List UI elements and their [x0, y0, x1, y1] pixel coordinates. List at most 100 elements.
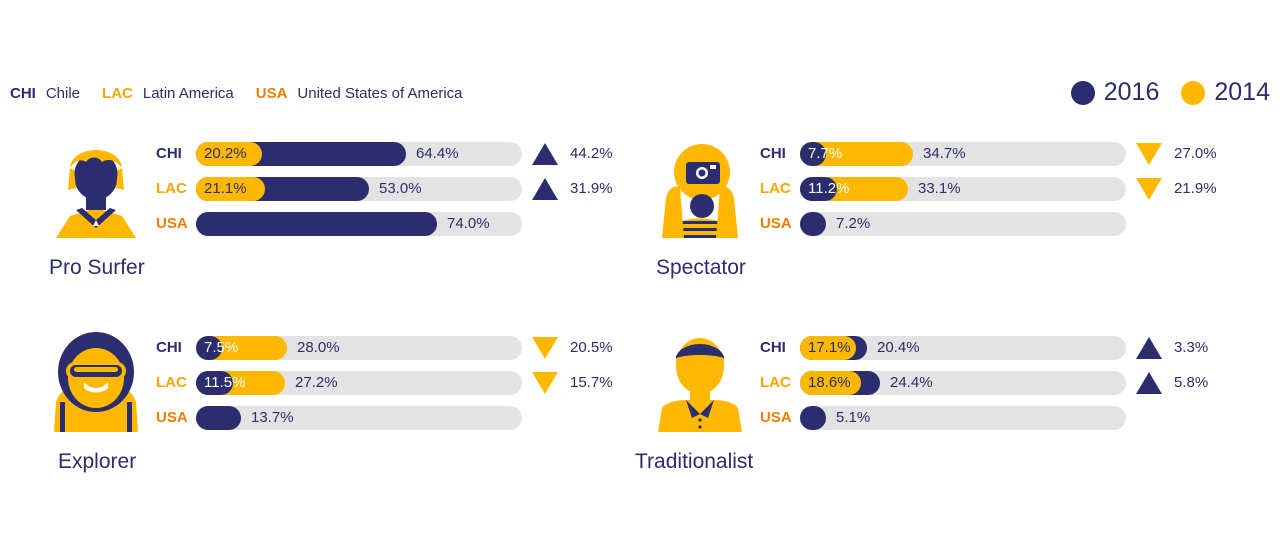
- label-2014: 21.1%: [204, 180, 247, 197]
- label-2016: 11.5%: [204, 374, 246, 391]
- panel-title: Traditionalist: [635, 450, 754, 473]
- bar-2014: [196, 142, 262, 166]
- bar-row-lac: LAC 11.5% 27.2% 15.7%: [156, 371, 616, 395]
- row-code: CHI: [156, 145, 182, 162]
- bar-track: 18.6%: [800, 371, 1126, 395]
- label-2016: 13.7%: [251, 409, 294, 426]
- bar-2016: [800, 406, 826, 430]
- bar-2014: [800, 371, 861, 395]
- bar-row-usa: USA 13.7%: [156, 406, 616, 430]
- bar-track: [196, 406, 522, 430]
- change-down-arrow-icon: [532, 372, 558, 394]
- change-down-arrow-icon: [1136, 178, 1162, 200]
- label-2014: 18.6%: [808, 374, 851, 391]
- legend-name: United States of America: [297, 84, 463, 102]
- bar-2016: [196, 406, 241, 430]
- year-label: 2014: [1214, 78, 1270, 106]
- label-2016: 64.4%: [416, 145, 459, 162]
- bar-track: [800, 212, 1126, 236]
- legend-item-chi: CHI Chile: [10, 85, 80, 102]
- row-code: CHI: [156, 339, 182, 356]
- label-2016: 7.2%: [836, 215, 871, 232]
- legend-code: CHI: [10, 84, 36, 102]
- label-2014: 27.2%: [295, 374, 338, 391]
- year-legend-2016: 2016: [1070, 78, 1160, 107]
- legend-code: LAC: [102, 84, 133, 102]
- bar-track: 21.1%: [196, 177, 522, 201]
- bar-row-chi: CHI 20.2% 64.4% 44.2%: [156, 142, 616, 166]
- row-code: LAC: [156, 374, 187, 391]
- legend-item-lac: LAC Latin America: [102, 85, 234, 102]
- bar-2016: [196, 371, 233, 395]
- change-up-arrow-icon: [1136, 337, 1162, 359]
- label-2016: 5.1%: [836, 409, 871, 426]
- label-2016: 24.4%: [890, 374, 933, 391]
- change-label: 21.9%: [1174, 180, 1217, 197]
- year-label: 2016: [1103, 78, 1160, 106]
- spectator-avatar-icon: [650, 138, 750, 248]
- label-2016: 53.0%: [379, 180, 422, 197]
- pro-surfer-avatar-icon: [46, 138, 146, 248]
- year-2014-dot-icon: [1181, 80, 1206, 105]
- explorer-avatar-icon: [46, 332, 146, 442]
- legend-name: Chile: [45, 84, 81, 102]
- traditionalist-avatar-icon: [650, 332, 750, 442]
- row-code: USA: [760, 409, 792, 426]
- change-label: 3.3%: [1174, 339, 1209, 356]
- row-code: CHI: [760, 145, 786, 162]
- bar-2016: [800, 177, 837, 201]
- panel-title: Pro Surfer: [49, 256, 145, 279]
- panel-title: Spectator: [656, 256, 746, 279]
- year-legend: 2016 2014: [1049, 78, 1270, 107]
- panel-traditionalist: Traditionalist CHI 17.1% 20.4% 3.3% LAC …: [635, 332, 1270, 482]
- bar-track: 11.5%: [196, 371, 522, 395]
- row-code: USA: [156, 215, 188, 232]
- label-2016: 7.5%: [204, 339, 239, 356]
- bar-row-lac: LAC 18.6% 24.4% 5.8%: [760, 371, 1220, 395]
- region-legend: CHI Chile LAC Latin America USA United S…: [10, 82, 485, 104]
- change-label: 44.2%: [570, 145, 613, 162]
- bar-2016: [196, 212, 437, 236]
- bar-track: [800, 406, 1126, 430]
- change-up-arrow-icon: [1136, 372, 1162, 394]
- change-label: 31.9%: [570, 180, 613, 197]
- label-2014: 28.0%: [297, 339, 340, 356]
- change-label: 27.0%: [1174, 145, 1217, 162]
- change-label: 15.7%: [570, 374, 613, 391]
- bar-track: 11.2%: [800, 177, 1126, 201]
- change-down-arrow-icon: [532, 337, 558, 359]
- bar-2014: [196, 177, 265, 201]
- row-code: USA: [156, 409, 188, 426]
- bar-2016: [800, 212, 826, 236]
- bar-track: 20.2%: [196, 142, 522, 166]
- legend-name: Latin America: [142, 84, 234, 102]
- bar-track: 7.5%: [196, 336, 522, 360]
- bar-2014: [800, 336, 856, 360]
- bar-row-lac: LAC 11.2% 33.1% 21.9%: [760, 177, 1220, 201]
- label-2016: 7.7%: [808, 145, 843, 162]
- row-code: CHI: [760, 339, 786, 356]
- bar-row-usa: USA 7.2%: [760, 212, 1220, 236]
- panel-pro-surfer: Pro Surfer CHI 20.2% 64.4% 44.2% LAC 21.…: [46, 138, 666, 288]
- year-2016-dot-icon: [1070, 80, 1095, 105]
- change-label: 5.8%: [1174, 374, 1209, 391]
- legend-item-usa: USA United States of America: [256, 85, 463, 102]
- change-up-arrow-icon: [532, 143, 558, 165]
- bar-2016: [196, 336, 222, 360]
- label-2014: 20.2%: [204, 145, 247, 162]
- bar-track: [196, 212, 522, 236]
- bar-row-chi: CHI 17.1% 20.4% 3.3%: [760, 336, 1220, 360]
- row-code: LAC: [760, 374, 791, 391]
- bar-row-lac: LAC 21.1% 53.0% 31.9%: [156, 177, 616, 201]
- label-2014: 33.1%: [918, 180, 961, 197]
- label-2016: 11.2%: [808, 180, 850, 197]
- row-code: LAC: [156, 180, 187, 197]
- row-code: USA: [760, 215, 792, 232]
- row-code: LAC: [760, 180, 791, 197]
- change-label: 20.5%: [570, 339, 613, 356]
- bar-row-chi: CHI 7.5% 28.0% 20.5%: [156, 336, 616, 360]
- year-legend-2014: 2014: [1181, 78, 1270, 107]
- change-up-arrow-icon: [532, 178, 558, 200]
- label-2014: 17.1%: [808, 339, 851, 356]
- bar-track: 17.1%: [800, 336, 1126, 360]
